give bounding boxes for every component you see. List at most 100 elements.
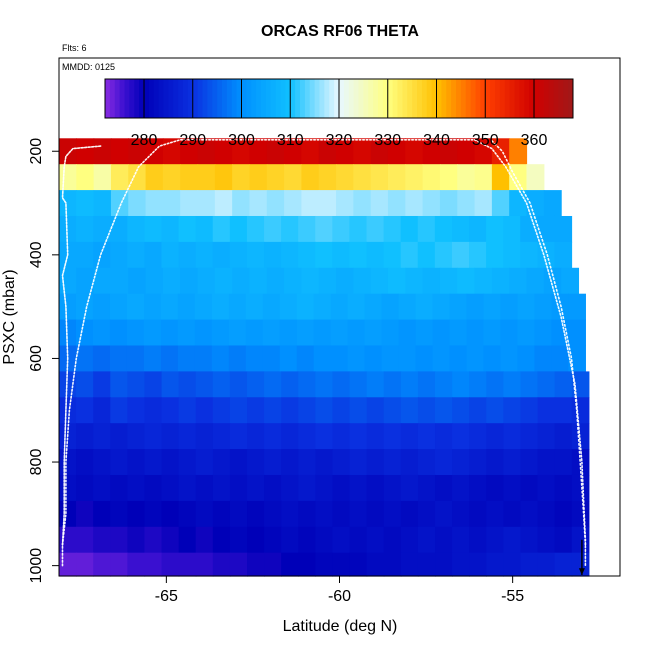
heatmap-cell [229,371,248,398]
heatmap-cell [178,474,197,502]
heatmap-cell [366,397,385,424]
heatmap-cell [503,215,521,243]
heatmap-cell [59,190,77,217]
heatmap-cell [127,500,146,528]
heatmap-cell [232,138,251,165]
heatmap-cell [127,397,146,424]
heatmap-cell [353,190,372,217]
heatmap-cell [279,319,298,347]
flight-track-main [61,139,587,567]
heatmap-cell [93,500,111,528]
heatmap-cell [76,500,94,528]
heatmap-cell [109,293,128,321]
colorbar-segment [563,79,569,118]
heatmap-cell [232,267,251,295]
flight-track-right [491,140,587,546]
heatmap-cell [127,241,146,269]
heatmap-cell [347,345,366,372]
heatmap-cell [520,371,539,398]
heatmap-cell [298,371,316,398]
heatmap-cell [145,267,164,295]
y-axis: 200 400 600 800 1000 [28,138,59,583]
heatmap-cell [298,215,316,243]
heatmap-cell [212,423,231,450]
heatmap-cell [161,423,180,450]
heatmap-cell [554,423,573,450]
heatmap-cell [162,138,181,165]
heatmap-cell [435,474,453,502]
heatmap-cell [284,164,302,191]
heatmap-cell [571,397,590,424]
heatmap-cell [92,319,111,347]
heatmap-cell [336,138,354,165]
colorbar-segment [421,79,428,118]
heatmap-cell [415,345,434,372]
heatmap-cell [332,215,351,243]
heatmap-cell [144,449,163,476]
x-axis-label: Latitude (deg N) [283,618,398,635]
heatmap-cell [76,267,95,295]
heatmap-cell [383,552,402,577]
heatmap-cell [76,526,94,554]
heatmap-cell [330,319,349,347]
colorbar-segment [304,79,311,118]
colorbar-segment [568,79,574,118]
heatmap-cell [370,190,389,217]
heatmap-cell [228,319,247,347]
heatmap-cell [364,293,383,321]
heatmap-cell [434,241,453,269]
colorbar-segment [168,79,174,118]
heatmap-cell [127,552,146,577]
heatmap-cell [298,397,316,424]
chart-title: ORCAS RF06 THETA [261,23,419,40]
heatmap-cell [500,345,519,372]
heatmap-cell [349,552,368,577]
heatmap-cell [284,267,302,295]
heatmap-cell [474,190,493,217]
heatmap-cell [214,267,233,295]
heatmap-cell [281,423,299,450]
heatmap-cell [281,474,299,502]
colorbar-segment [460,79,467,118]
heatmap-cell [517,293,536,321]
heatmap-cell [109,319,128,347]
colorbar-segment [153,79,160,118]
heatmap-cell [364,345,383,372]
heatmap-cell [110,397,128,424]
heatmap-cell [474,164,493,191]
heatmap-cell [245,345,264,372]
heatmap-cell [93,552,111,577]
heatmap-cell [232,164,251,191]
heatmap-cell [92,345,111,372]
colorbar-tick-label: 360 [521,132,548,149]
heatmap-cell [554,552,573,577]
heatmap-cell [457,190,476,217]
heatmap-cell [298,449,316,476]
heatmap-cell [143,293,162,321]
heatmap-cell [127,215,146,243]
heatmap-cell [520,397,539,424]
heatmap-cell [313,293,332,321]
heatmap-cell [520,423,539,450]
heatmap-cell [554,371,573,398]
colorbar-segment [285,79,291,118]
heatmap-cell [366,449,385,476]
heatmap-cell [451,241,470,269]
heatmap-cell [180,164,199,191]
heatmap-cell [313,319,332,347]
heatmap-cell [266,190,285,217]
heatmap-cell [332,449,351,476]
colorbar-tick-label: 350 [472,132,499,149]
heatmap-cell [247,526,265,554]
heatmap-cell [366,526,385,554]
heatmap-cell [451,215,470,243]
heatmap-cell [229,423,248,450]
heatmap-cell [232,190,251,217]
y-tick-label: 800 [28,449,45,476]
colorbar-segment [548,79,554,118]
heatmap-cell [228,345,247,372]
heatmap-cell [347,293,366,321]
heatmap-cell [500,319,519,347]
heatmap-cell [264,449,282,476]
heatmap-cell [92,293,111,321]
